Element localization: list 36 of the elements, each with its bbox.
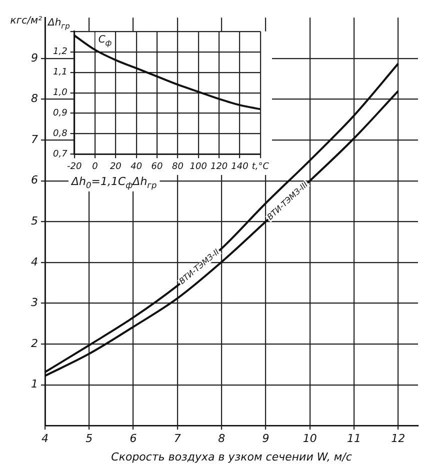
x-tick-label: 120	[210, 162, 228, 172]
y-tick-label: 1,2	[52, 47, 68, 58]
x-tick-label: 9	[262, 432, 270, 446]
y-tick-label: 4	[31, 255, 38, 268]
y-tick-label: 6	[31, 174, 38, 187]
y-axis-title: кгс/м²	[10, 16, 42, 27]
y-tick-label: 3	[31, 296, 38, 310]
y-tick-label: 0,9	[52, 108, 68, 119]
x-tick-label: 4	[42, 432, 48, 446]
x-tick-label: 8	[218, 432, 226, 446]
x-tick-label: 7	[174, 432, 181, 446]
x-tick-label: 140	[231, 162, 249, 172]
y-tick-label: 1,1	[52, 68, 68, 78]
x-tick-label: 6	[130, 432, 137, 446]
x-tick-label: 0	[92, 162, 98, 172]
x-axis-title: Скорость воздуха в узком сечении W, м/с	[111, 450, 352, 464]
x-tick-label: 20	[110, 162, 122, 172]
y-tick-label: 9	[31, 51, 38, 64]
x-tick-label: 11	[346, 432, 361, 446]
y-tick-label: 0,7	[52, 150, 68, 160]
y-tick-label: 2	[31, 336, 38, 350]
x-tick-label: 100	[190, 162, 208, 172]
y-tick-label: 7	[31, 132, 38, 146]
x-tick-label: 60	[151, 162, 164, 172]
y-tick-label: 5	[31, 214, 38, 228]
x-tick-label: 80	[172, 162, 184, 172]
y-tick-label: 1,0	[52, 88, 68, 98]
x-tick-label: t,°C	[252, 162, 270, 172]
y-tick-label: 8	[31, 92, 38, 106]
x-tick-label: 5	[86, 432, 93, 446]
y-tick-label: 1	[31, 378, 38, 391]
y-tick-label: 0,8	[52, 129, 68, 140]
x-tick-label: 10	[302, 432, 317, 446]
x-tick-label: -20	[66, 162, 82, 172]
x-tick-label: 40	[130, 162, 142, 172]
x-tick-label: 12	[391, 432, 406, 446]
